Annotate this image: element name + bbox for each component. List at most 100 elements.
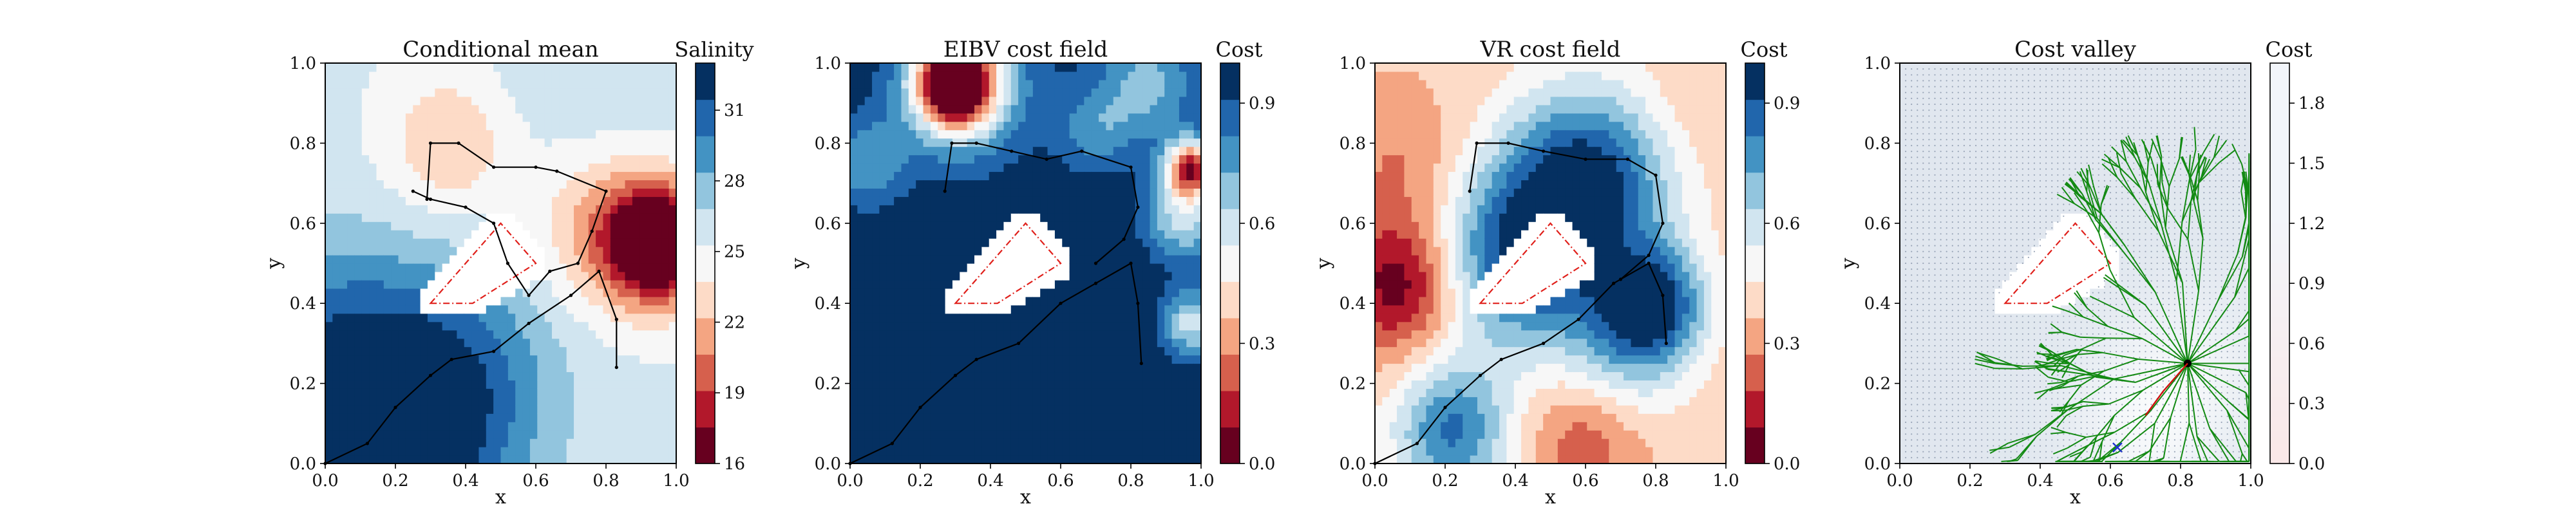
heatmap-cell	[618, 330, 626, 339]
heatmap-cell	[398, 213, 406, 222]
heatmap-cell	[908, 338, 916, 348]
heatmap-cell	[1054, 171, 1063, 181]
heatmap-cell	[1010, 355, 1019, 364]
heatmap-cell	[1025, 397, 1034, 406]
heatmap-cell	[610, 304, 618, 314]
heatmap-cell	[486, 188, 494, 197]
heatmap-cell	[1040, 397, 1048, 406]
heatmap-cell	[581, 255, 589, 264]
heatmap-cell	[596, 247, 604, 256]
colorbar-tick-label: 0.9	[1249, 94, 1275, 113]
heatmap-cell	[1171, 313, 1180, 323]
heatmap-cell	[1171, 104, 1180, 114]
heatmap-cell	[464, 63, 472, 72]
heatmap-cell	[938, 338, 946, 348]
heatmap-cell	[325, 154, 333, 164]
heatmap-cell	[1121, 313, 1129, 323]
heatmap-cell	[1069, 447, 1077, 456]
heatmap-cell	[551, 79, 560, 89]
heatmap-cell	[661, 330, 670, 339]
heatmap-cell	[945, 238, 953, 247]
heatmap-cell	[500, 321, 509, 331]
heatmap-cell	[486, 355, 494, 364]
heatmap-cell	[1382, 230, 1390, 239]
heatmap-cell	[383, 330, 392, 339]
heatmap-cell	[1069, 430, 1077, 439]
heatmap-cell	[507, 188, 516, 197]
heatmap-cell	[1076, 205, 1084, 214]
heatmap-cell	[427, 355, 435, 364]
heatmap-cell	[974, 422, 982, 431]
heatmap-cell	[1135, 346, 1143, 356]
heatmap-cell	[339, 321, 348, 331]
heatmap-cell	[464, 330, 472, 339]
heatmap-cell	[1113, 154, 1121, 164]
heatmap-cell	[1091, 154, 1099, 164]
heatmap-cell	[450, 196, 457, 205]
heatmap-cell	[981, 121, 990, 131]
heatmap-cell	[581, 363, 589, 373]
heatmap-cell	[1010, 221, 1019, 230]
heatmap-cell	[974, 213, 982, 222]
heatmap-cell	[639, 129, 648, 139]
heatmap-cell	[551, 279, 560, 289]
heatmap-cell	[478, 205, 487, 214]
heatmap-cell	[529, 96, 538, 106]
heatmap-cell	[981, 196, 990, 205]
heatmap-cell	[522, 388, 531, 397]
colorbar-tick-label: 31	[724, 101, 745, 120]
heatmap-cell	[435, 154, 443, 164]
heatmap-cell	[1179, 255, 1187, 264]
heatmap-cell	[507, 346, 516, 356]
heatmap-cell	[1121, 238, 1129, 247]
heatmap-cell	[938, 296, 946, 306]
heatmap-cell	[478, 413, 487, 422]
trajectory-loop-waypoint	[464, 205, 468, 209]
heatmap-cell	[383, 430, 392, 439]
heatmap-cell	[668, 79, 677, 89]
heatmap-cell	[1084, 447, 1092, 456]
heatmap-cell	[938, 355, 946, 364]
heatmap-cell	[354, 146, 363, 156]
heatmap-cell	[1171, 171, 1180, 181]
heatmap-cell	[647, 79, 655, 89]
heatmap-cell	[427, 180, 435, 189]
heatmap-cell	[450, 71, 457, 80]
heatmap-cell	[1397, 296, 1405, 306]
heatmap-cell	[981, 263, 990, 272]
heatmap-cell	[405, 271, 413, 281]
heatmap-cell	[1375, 405, 1383, 414]
heatmap-cell	[544, 129, 553, 139]
heatmap-cell	[989, 247, 997, 256]
heatmap-cell	[850, 263, 858, 272]
heatmap-cell	[1047, 71, 1056, 80]
heatmap-cell	[632, 255, 640, 264]
heatmap-cell	[1157, 321, 1165, 331]
heatmap-cell	[857, 163, 866, 173]
heatmap-cell	[515, 88, 524, 97]
heatmap-cell	[332, 338, 341, 348]
heatmap-cell	[996, 288, 1005, 297]
heatmap-cell	[668, 304, 677, 314]
heatmap-cell	[1099, 296, 1106, 306]
heatmap-cell	[420, 129, 428, 139]
heatmap-cell	[1128, 422, 1136, 431]
heatmap-cell	[1179, 205, 1187, 214]
heatmap-cell	[1179, 288, 1187, 297]
heatmap-cell	[450, 146, 457, 156]
heatmap-cell	[981, 71, 990, 80]
heatmap-cell	[413, 430, 421, 439]
heatmap-cell	[610, 371, 618, 381]
heatmap-cell	[1069, 321, 1077, 331]
heatmap-cell	[618, 113, 626, 122]
heatmap-cell	[967, 296, 975, 306]
heatmap-cell	[391, 205, 399, 214]
heatmap-cell	[1084, 279, 1092, 289]
heatmap-cell	[1062, 438, 1070, 447]
heatmap-cell	[1054, 397, 1063, 406]
heatmap-cell	[581, 263, 589, 272]
heatmap-cell	[981, 455, 990, 464]
heatmap-cell	[522, 230, 531, 239]
heatmap-cell	[945, 346, 953, 356]
heatmap-cell	[596, 438, 604, 447]
